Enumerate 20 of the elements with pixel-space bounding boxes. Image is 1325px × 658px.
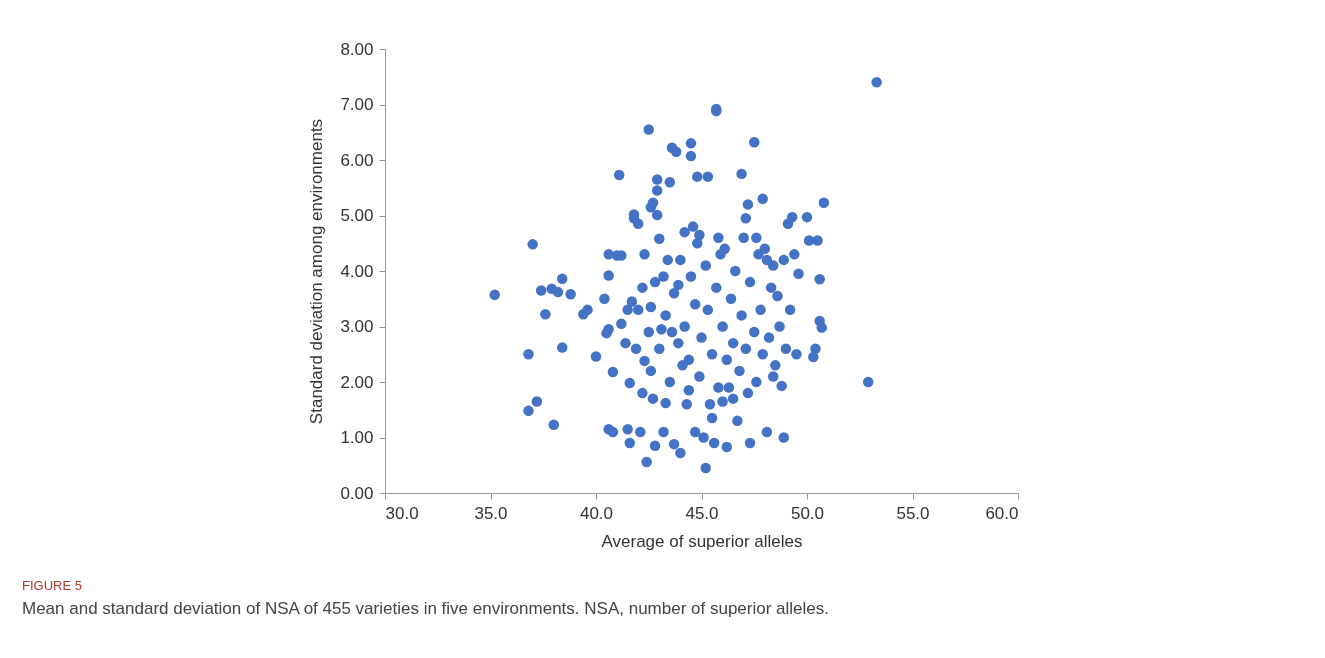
- y-tick-label: 0.00: [340, 483, 374, 503]
- y-tick-label: 1.00: [340, 428, 374, 447]
- x-tick-label: 40.0: [579, 503, 614, 523]
- y-tick-label: 3.00: [340, 317, 374, 336]
- x-tick-label: 50.0: [790, 503, 825, 523]
- y-tick-label: 7.00: [340, 95, 374, 114]
- x-axis-title: Average of superior alleles: [601, 531, 803, 551]
- y-tick-label: 4.00: [340, 261, 374, 281]
- x-tick-label: 35.0: [474, 503, 508, 523]
- y-tick-label: 2.00: [340, 372, 374, 392]
- x-tick-label: 60.0: [985, 503, 1019, 523]
- text: Mean and standard deviation of NSA of 455 varieties in five environments. NSA, number of superior alleles.: [22, 599, 830, 619]
- y-axis-title: Standard deviation among environments: [307, 118, 327, 425]
- x-tick-label: 45.0: [685, 503, 719, 523]
- caption: FIGURE 5: [22, 578, 83, 593]
- y-tick-label: 6.00: [340, 150, 374, 170]
- x-tick-label: 55.0: [896, 503, 930, 523]
- y-tick-label: 5.00: [340, 206, 374, 225]
- y-tick-label: 8.00: [340, 39, 374, 59]
- x-tick-label: 30.0: [385, 503, 419, 523]
